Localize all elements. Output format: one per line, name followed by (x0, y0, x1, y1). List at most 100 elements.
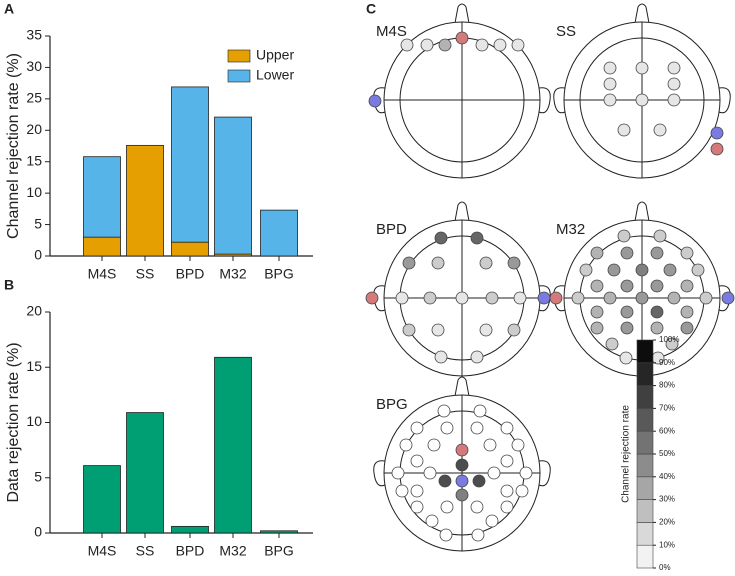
electrode (663, 263, 677, 277)
bar (171, 525, 209, 534)
electrode (485, 514, 499, 528)
electrode (438, 474, 452, 488)
colorbar-tick-label: 20% (659, 518, 675, 527)
electrode (500, 500, 514, 514)
electrode (620, 321, 634, 335)
y-tick-label: 15 (26, 358, 42, 374)
colorbar-step (636, 544, 654, 569)
electrode (571, 291, 585, 305)
electrode (680, 279, 694, 293)
panel-label: C (366, 1, 376, 17)
electrode (607, 263, 621, 277)
y-tick-label: 0 (34, 247, 42, 263)
electrode (410, 500, 424, 514)
electrode (500, 454, 514, 468)
electrode (650, 279, 664, 293)
electrode (667, 93, 681, 107)
electrode (410, 421, 424, 435)
electrode (691, 263, 705, 277)
electrode (603, 61, 617, 75)
electrode (667, 291, 681, 305)
bar (83, 465, 121, 534)
electrode (423, 466, 437, 480)
electrode (423, 291, 437, 305)
legend-swatch (227, 49, 251, 63)
electrode (455, 458, 469, 472)
bar (171, 241, 209, 257)
reference-electrode (455, 31, 469, 45)
electrode (479, 256, 493, 270)
electrode (667, 77, 681, 91)
legend-label: Lower (256, 67, 294, 83)
reference-electrode (368, 94, 382, 108)
y-axis-label: Data rejection rate (%) (5, 342, 22, 502)
electrode (395, 291, 409, 305)
electrode (590, 305, 604, 319)
electrode (427, 438, 441, 452)
electrode (434, 231, 448, 245)
bar (260, 530, 298, 534)
electrode (665, 337, 679, 351)
reference-electrode (455, 474, 469, 488)
colorbar-tick-label: 90% (659, 358, 675, 367)
panel-label: A (4, 1, 14, 17)
electrode (455, 488, 469, 502)
colorbar-step (636, 499, 654, 523)
reference-electrode (549, 291, 563, 305)
x-tick-label: BPD (176, 266, 205, 282)
electrode (513, 291, 527, 305)
electrode (590, 279, 604, 293)
electrode (507, 323, 521, 337)
y-tick-label: 20 (26, 303, 42, 319)
electrode (680, 246, 694, 260)
bar (214, 116, 252, 255)
electrode (635, 61, 649, 75)
colorbar-step (636, 339, 654, 364)
x-tick-label: BPG (264, 266, 294, 282)
electrode (475, 38, 489, 52)
electrode (653, 123, 667, 137)
colorbar-tick-label: 70% (659, 404, 675, 413)
electrode (680, 321, 694, 335)
electrode (617, 229, 631, 243)
head-label: M32 (556, 221, 585, 238)
x-tick-label: M4S (88, 543, 117, 559)
x-tick-label: BPG (264, 543, 294, 559)
y-axis-label: Channel rejection rate (%) (5, 53, 22, 239)
head-label: BPG (376, 396, 408, 413)
electrode (500, 484, 514, 498)
electrode (603, 77, 617, 91)
legend-swatch (227, 69, 251, 83)
electrode (519, 466, 533, 480)
electrode (680, 305, 694, 319)
reference-electrode (710, 126, 724, 140)
reference-electrode (455, 443, 469, 457)
electrode (667, 61, 681, 75)
nose (454, 201, 470, 222)
electrode (440, 421, 454, 435)
colorbar-tick-label: 100% (659, 335, 679, 344)
colorbar-step (636, 430, 654, 455)
electrode (620, 305, 634, 319)
y-tick-label: 15 (26, 152, 42, 168)
x-tick-label: M32 (219, 266, 246, 282)
legend-label: Upper (256, 47, 294, 63)
electrode (483, 438, 497, 452)
panel-label: B (4, 277, 14, 293)
y-tick-label: 25 (26, 90, 42, 106)
electrode (590, 321, 604, 335)
y-tick-label: 0 (34, 524, 42, 540)
electrode (603, 291, 617, 305)
electrode (402, 323, 416, 337)
electrode (500, 421, 514, 435)
electrode (507, 256, 521, 270)
y-tick-label: 10 (26, 184, 42, 200)
ear (718, 87, 731, 114)
reference-electrode (365, 291, 379, 305)
colorbar-tick-label: 40% (659, 472, 675, 481)
electrode (619, 351, 633, 365)
colorbar-tick-label: 0% (659, 563, 671, 572)
electrode (470, 500, 484, 514)
